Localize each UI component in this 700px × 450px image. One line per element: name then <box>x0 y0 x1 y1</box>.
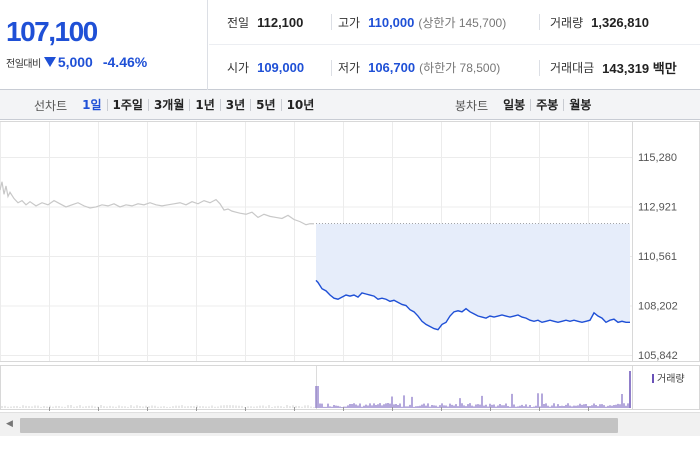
y-tick-label: 115,280 <box>638 152 677 164</box>
y-tick-label: 108,202 <box>638 301 678 313</box>
prev-day-price-line <box>0 181 314 226</box>
line-chart-tabs: 선차트 1일 1주일 3개월 1년 3년 5년 10년 <box>34 90 319 120</box>
candle-chart-label: 봉차트 <box>455 98 489 113</box>
volume-legend-label: 거래량 <box>657 373 685 385</box>
chart-tabs: 선차트 1일 1주일 3개월 1년 3년 5년 10년 봉차트 일봉 주봉 월봉 <box>0 90 700 120</box>
tab-weekly[interactable]: 주봉 <box>530 99 563 111</box>
low-price: 저가 106,700 (하한가 78,500) <box>331 59 500 76</box>
today-fill-area <box>316 223 630 330</box>
change-label: 전일대비 <box>6 58 41 70</box>
candle-chart-tabs: 봉차트 일봉 주봉 월봉 <box>455 90 596 120</box>
trade-amount: 거래대금 143,319 백만 <box>539 59 677 76</box>
current-price: 107,100 <box>6 16 98 47</box>
y-tick-label: 112,921 <box>638 202 677 214</box>
tab-daily[interactable]: 일봉 <box>503 98 526 112</box>
line-chart-label: 선차트 <box>34 98 68 113</box>
change-percent: -4.46% <box>102 54 148 70</box>
today-price-line <box>315 279 630 331</box>
change-value: 5,000 <box>57 54 93 70</box>
quote-info-table: 전일 112,100 고가 110,000 (상한가 145,700) 거래량 … <box>209 0 700 90</box>
y-tick-label: 110,561 <box>638 251 677 263</box>
tab-1y[interactable]: 1년 <box>189 99 219 111</box>
down-triangle-icon <box>43 57 56 67</box>
tab-3y[interactable]: 3년 <box>219 99 250 111</box>
tab-1w[interactable]: 1주일 <box>106 99 148 111</box>
tab-monthly[interactable]: 월봉 <box>563 99 596 111</box>
tab-5y[interactable]: 5년 <box>250 99 280 111</box>
scroll-left-icon[interactable]: ◀ <box>6 419 13 429</box>
price-chart[interactable]: 115,280 112,921 110,561 108,202 105,842 거래량 <box>0 121 700 411</box>
volume-frame <box>0 365 700 410</box>
open-price: 시가 109,000 <box>227 60 305 75</box>
tab-10y[interactable]: 10년 <box>280 99 320 111</box>
quote-header: 107,100 전일대비 5,000 -4.46% 전일 112,100 고가 … <box>0 0 700 90</box>
price-summary: 107,100 전일대비 5,000 -4.46% <box>0 0 208 90</box>
scrollbar-thumb[interactable] <box>20 418 618 433</box>
high-price: 고가 110,000 (상한가 145,700) <box>331 14 506 30</box>
y-tick-label: 105,842 <box>638 350 678 362</box>
tab-3m[interactable]: 3개월 <box>147 99 189 111</box>
price-change: 전일대비 5,000 -4.46% <box>6 54 147 70</box>
tab-1d[interactable]: 1일 <box>82 98 102 112</box>
volume: 거래량 1,326,810 <box>539 14 649 30</box>
prev-close: 전일 112,100 <box>227 14 304 30</box>
chart-scrollbar[interactable]: ◀ <box>0 412 700 436</box>
volume-legend-swatch <box>652 374 654 383</box>
